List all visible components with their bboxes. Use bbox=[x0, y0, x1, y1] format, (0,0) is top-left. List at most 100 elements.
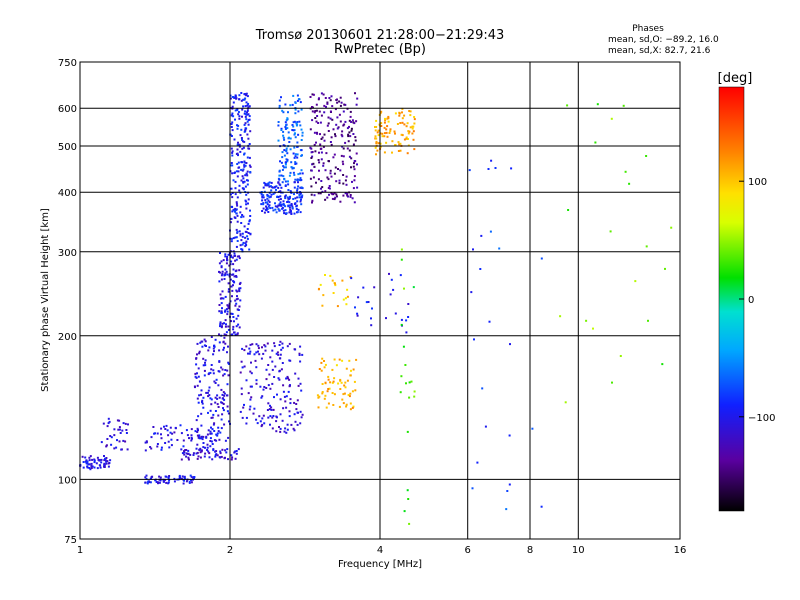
data-point bbox=[324, 274, 326, 276]
data-point bbox=[277, 198, 280, 201]
data-point bbox=[488, 320, 491, 323]
data-point bbox=[220, 388, 223, 391]
data-point bbox=[224, 310, 226, 313]
data-point bbox=[320, 187, 322, 190]
data-point bbox=[267, 205, 270, 208]
data-point bbox=[263, 422, 266, 425]
data-point bbox=[394, 112, 397, 115]
data-point bbox=[284, 205, 287, 208]
data-point bbox=[292, 171, 295, 174]
data-point bbox=[260, 357, 263, 360]
data-point bbox=[106, 438, 109, 440]
data-point bbox=[237, 111, 240, 113]
data-point bbox=[299, 422, 302, 425]
data-point bbox=[234, 187, 237, 190]
data-point bbox=[277, 121, 280, 123]
data-point bbox=[346, 192, 349, 195]
data-point bbox=[405, 125, 408, 128]
data-point bbox=[300, 186, 303, 189]
data-point bbox=[327, 402, 330, 405]
data-point bbox=[194, 386, 196, 389]
data-point bbox=[257, 347, 260, 350]
data-point bbox=[233, 96, 236, 99]
data-point bbox=[232, 101, 235, 104]
data-point bbox=[233, 275, 236, 278]
data-point bbox=[341, 130, 344, 133]
data-point bbox=[113, 447, 116, 450]
data-point bbox=[144, 481, 147, 484]
data-point bbox=[413, 116, 416, 118]
data-point bbox=[179, 477, 182, 479]
data-point bbox=[218, 360, 221, 363]
data-point bbox=[230, 240, 233, 243]
data-point bbox=[289, 104, 292, 107]
data-point bbox=[230, 458, 233, 461]
data-point bbox=[338, 100, 341, 103]
data-point bbox=[245, 101, 248, 104]
data-point bbox=[117, 428, 120, 431]
data-point bbox=[163, 425, 165, 428]
data-point bbox=[350, 166, 352, 169]
data-point bbox=[299, 211, 302, 214]
data-point bbox=[318, 161, 321, 164]
data-point bbox=[156, 432, 159, 435]
data-point bbox=[231, 196, 234, 199]
data-point bbox=[288, 141, 291, 143]
data-point bbox=[216, 432, 219, 435]
data-point bbox=[207, 450, 210, 453]
data-point bbox=[240, 248, 243, 251]
data-point bbox=[182, 482, 185, 485]
data-point bbox=[331, 381, 334, 384]
data-point bbox=[400, 133, 403, 136]
data-point bbox=[241, 235, 244, 238]
data-point bbox=[200, 393, 202, 396]
data-point bbox=[397, 141, 400, 144]
data-point bbox=[231, 256, 234, 259]
data-point bbox=[231, 210, 234, 213]
data-point bbox=[385, 128, 388, 131]
data-point bbox=[213, 439, 216, 442]
data-point bbox=[196, 451, 199, 454]
data-point bbox=[234, 171, 236, 174]
data-point bbox=[394, 144, 397, 147]
data-point bbox=[300, 139, 303, 141]
data-point bbox=[301, 131, 304, 134]
data-point bbox=[223, 322, 225, 325]
data-point bbox=[339, 120, 342, 123]
data-point bbox=[214, 401, 217, 404]
data-point bbox=[279, 190, 282, 193]
data-point bbox=[268, 373, 271, 376]
data-point bbox=[321, 392, 324, 395]
data-point bbox=[234, 259, 237, 262]
data-point bbox=[246, 95, 249, 98]
data-point bbox=[247, 106, 250, 109]
data-point bbox=[264, 208, 267, 211]
x-tick-labels: 1 2 4 6 8 10 16 bbox=[77, 545, 687, 556]
data-point bbox=[285, 124, 287, 127]
data-point bbox=[288, 136, 290, 139]
data-point bbox=[239, 287, 242, 290]
data-point bbox=[237, 448, 240, 451]
data-point bbox=[219, 321, 222, 324]
data-point bbox=[280, 129, 283, 131]
data-point bbox=[277, 196, 280, 198]
data-point bbox=[336, 195, 338, 198]
data-point bbox=[227, 328, 230, 331]
data-point bbox=[262, 194, 265, 197]
data-point bbox=[242, 98, 245, 101]
data-point bbox=[232, 316, 235, 318]
x-tick-label: 4 bbox=[377, 545, 383, 556]
data-point bbox=[222, 259, 225, 262]
data-point bbox=[248, 147, 251, 150]
data-point bbox=[345, 175, 348, 178]
data-point bbox=[214, 396, 217, 399]
data-point bbox=[294, 132, 296, 135]
data-point bbox=[337, 382, 340, 385]
data-point bbox=[213, 345, 216, 348]
data-point bbox=[331, 105, 334, 108]
data-point bbox=[196, 372, 198, 375]
data-point bbox=[107, 465, 110, 468]
data-point bbox=[340, 154, 343, 157]
data-point bbox=[218, 270, 220, 273]
data-point bbox=[158, 475, 161, 478]
